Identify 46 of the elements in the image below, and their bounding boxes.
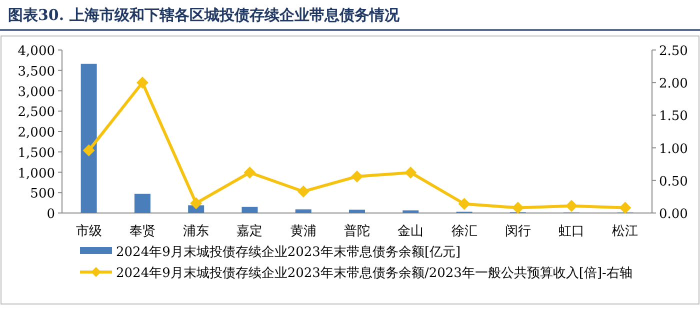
- bar: [295, 209, 312, 213]
- y-tick-label: 1,000: [18, 166, 55, 182]
- y-tick-label: 1,500: [18, 146, 55, 161]
- y-tick-label: 500: [30, 186, 55, 202]
- x-tick-label: 虹口: [558, 224, 585, 239]
- point: [404, 166, 417, 179]
- y2-tick-label: 0.50: [659, 174, 688, 190]
- bar: [402, 210, 419, 213]
- bar: [80, 64, 97, 213]
- point: [566, 200, 578, 212]
- chart-title: 图表30. 上海市级和下辖各区城投债存续企业带息债务情况: [8, 6, 400, 24]
- x-tick-label: 松江: [612, 224, 638, 239]
- x-tick-label: 浦东: [183, 224, 210, 239]
- x-tick-label: 奉贤: [129, 224, 156, 239]
- x-tick-label: 普陀: [344, 223, 370, 239]
- point: [297, 185, 310, 198]
- y-tick-label: 0: [46, 207, 55, 222]
- bar: [242, 206, 258, 213]
- legend-label: 2024年9月末城投债存续企业2023年末带息债务余额/2023年一般公共预算收入[倍]-右轴: [116, 266, 632, 281]
- bar: [349, 210, 365, 213]
- point: [619, 202, 632, 214]
- x-tick-label: 闵行: [504, 224, 531, 239]
- y-tick-label: 3,500: [18, 64, 55, 80]
- x-tick-label: 嘉定: [236, 224, 263, 239]
- point: [190, 197, 202, 210]
- point: [244, 166, 256, 179]
- x-tick-label: 徐汇: [451, 224, 478, 239]
- point: [351, 170, 363, 182]
- y2-tick-label: 2.50: [659, 44, 688, 59]
- point: [136, 76, 148, 89]
- y-tick-label: 2,000: [18, 126, 55, 140]
- legend-label: 2024年9月末城投债存续企业2023年末带息债务余额[亿元]: [116, 245, 461, 260]
- point: [458, 198, 470, 210]
- y2-tick-label: 0.00: [659, 207, 688, 222]
- point: [82, 144, 95, 156]
- x-tick-label: 黄浦: [290, 224, 316, 239]
- bar: [134, 194, 150, 213]
- y-tick-label: 2,500: [18, 105, 55, 120]
- y-tick-label: 4,000: [18, 44, 55, 59]
- point: [512, 202, 524, 214]
- y-tick-label: 3,000: [18, 84, 55, 100]
- y2-tick-label: 1.50: [659, 109, 688, 124]
- x-tick-label: 金山: [398, 224, 424, 239]
- x-tick-label: 市级: [76, 224, 102, 239]
- y2-tick-label: 1.00: [659, 142, 688, 157]
- y2-tick-label: 2.00: [659, 76, 688, 92]
